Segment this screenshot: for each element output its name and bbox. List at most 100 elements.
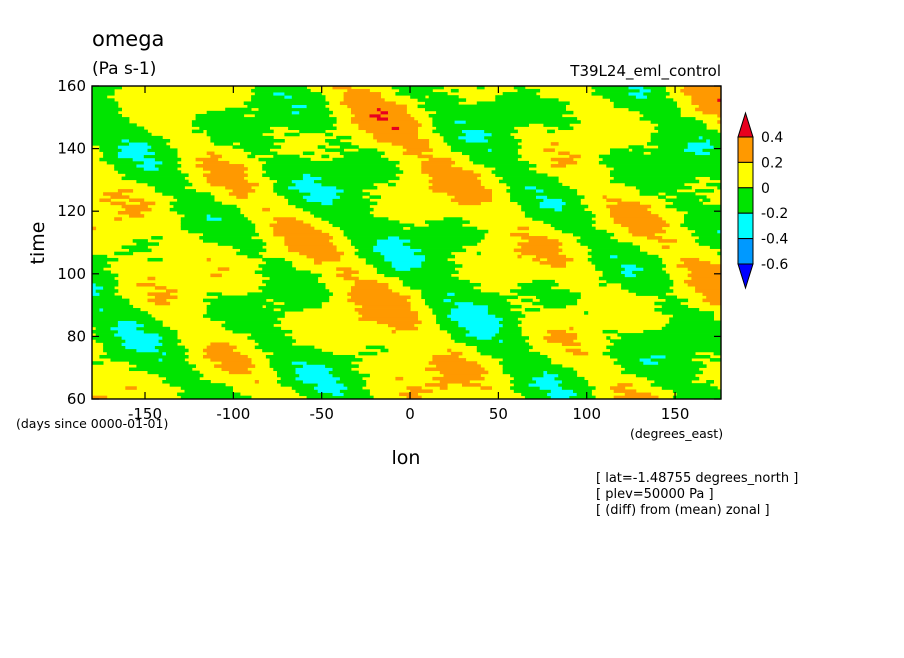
field-cell [388, 117, 415, 121]
field-cell [706, 182, 721, 187]
field-cell [154, 157, 182, 162]
field-cell [125, 339, 159, 343]
field-cell [476, 345, 533, 350]
field-cell [624, 367, 700, 372]
field-cell [613, 389, 637, 393]
field-cell [684, 148, 703, 152]
field-cell [469, 154, 522, 159]
field-cell [136, 320, 163, 325]
field-cell [92, 101, 119, 105]
field-cell [302, 364, 326, 368]
field-cell [354, 282, 389, 287]
field-cell [339, 389, 370, 393]
field-cell [339, 101, 396, 105]
x-tick-label: 150 [661, 405, 690, 423]
field-cell [277, 370, 296, 375]
field-cell [314, 214, 374, 218]
field-cell [92, 132, 152, 137]
field-cell [621, 270, 633, 274]
field-cell [117, 211, 141, 215]
field-cell [314, 257, 341, 262]
x-axis-units: (degrees_east) [630, 426, 723, 441]
field-cell [695, 289, 721, 293]
field-cell [273, 229, 322, 234]
field-cell [288, 245, 337, 249]
field-cell [684, 217, 721, 221]
field-cell [317, 389, 341, 393]
field-cell [602, 95, 637, 99]
field-cell [421, 289, 481, 293]
field-cell [247, 292, 333, 296]
field-cell [499, 320, 522, 325]
field-cell [336, 380, 367, 384]
field-cell [524, 214, 596, 218]
field-cell [388, 110, 407, 115]
field-cell [543, 148, 555, 152]
field-cell [362, 304, 411, 309]
field-cell [173, 195, 215, 199]
field-cell [117, 151, 156, 156]
x-tick-label: -150 [128, 405, 162, 423]
field-cell [458, 304, 489, 309]
field-cell [476, 348, 529, 353]
field-cell [332, 367, 352, 372]
field-cell [510, 232, 529, 237]
field-cell [169, 207, 241, 212]
field-cell [277, 192, 311, 196]
field-cell [262, 167, 400, 171]
field-cell [399, 236, 485, 240]
field-cell [602, 329, 618, 334]
field-cell [288, 248, 337, 253]
field-cell [717, 229, 721, 234]
field-cell [443, 135, 459, 140]
field-cell [365, 261, 393, 265]
field-cell [610, 98, 674, 102]
field-cell [154, 164, 182, 168]
field-cell [339, 145, 359, 149]
field-cell [709, 176, 721, 181]
field-cell [628, 226, 663, 231]
field-cell [99, 198, 111, 203]
field-cell [376, 107, 381, 112]
field-cell [510, 289, 570, 293]
field-cell [92, 110, 119, 115]
field-cell [129, 214, 145, 218]
field-cell [92, 289, 97, 293]
field-cell [291, 179, 315, 184]
field-cell [684, 214, 721, 218]
field-cell [166, 376, 200, 381]
y-axis-units: (days since 0000-01-01) [16, 416, 168, 431]
field-cell [136, 364, 196, 368]
field-cell [517, 254, 522, 259]
field-cell [299, 129, 326, 134]
field-cell [254, 339, 296, 343]
field-cell [92, 314, 152, 318]
field-cell [432, 182, 481, 187]
field-cell [251, 95, 285, 99]
field-cell [269, 276, 319, 281]
field-cell [647, 376, 700, 381]
field-cell [465, 132, 492, 137]
field-cell [610, 386, 626, 390]
field-cell [687, 211, 721, 215]
field-cell [695, 229, 718, 234]
field-cell [621, 223, 670, 228]
field-cell [661, 326, 721, 331]
field-cell [658, 195, 666, 199]
field-cell [376, 139, 430, 143]
field-cell [499, 179, 559, 184]
field-cell [365, 129, 418, 134]
field-cell [613, 220, 666, 224]
field-cell [539, 386, 563, 390]
field-cell [228, 370, 252, 375]
field-cell [336, 267, 352, 271]
field-cell [613, 167, 721, 171]
field-cell [610, 173, 721, 177]
field-cell [92, 139, 122, 143]
field-cell [650, 120, 703, 124]
field-cell [425, 298, 444, 303]
field-cell [450, 88, 459, 93]
field-cell [695, 189, 714, 193]
field-cell [121, 148, 148, 152]
field-cell [92, 88, 115, 93]
